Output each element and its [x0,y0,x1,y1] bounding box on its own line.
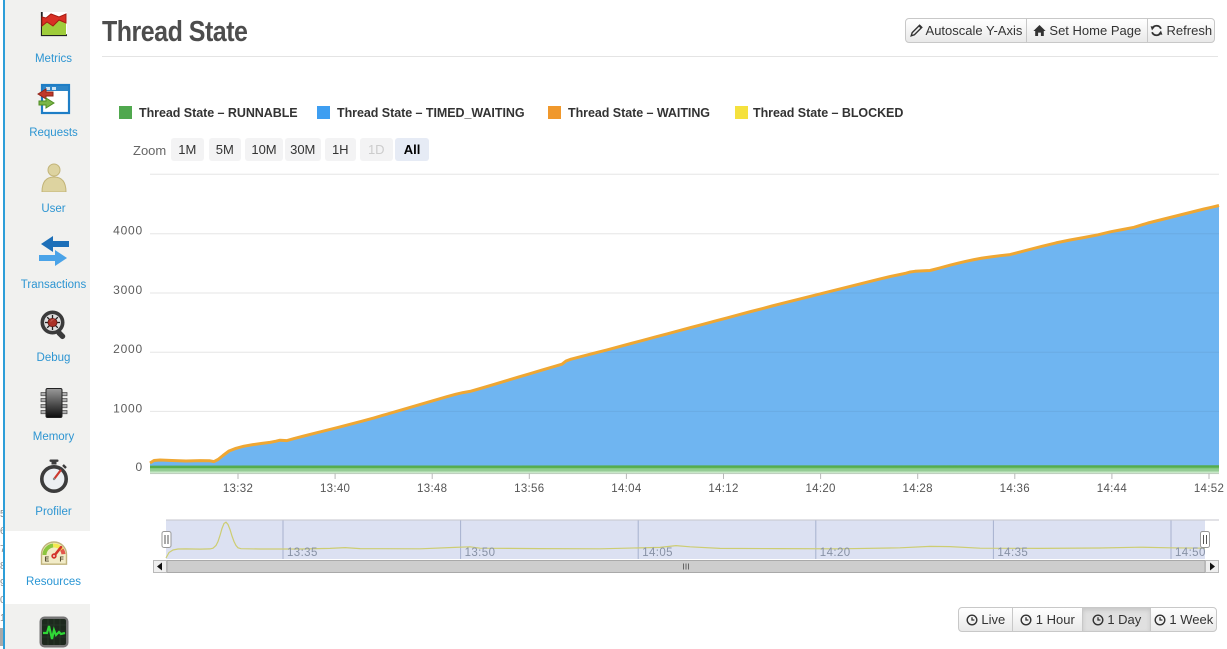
svg-text:14:28: 14:28 [903,483,933,495]
svg-text:13:32: 13:32 [223,483,253,495]
svg-text:13:35: 13:35 [287,547,318,559]
svg-text:0: 0 [136,460,143,474]
svg-text:13:50: 13:50 [465,547,496,559]
svg-text:3000: 3000 [113,283,143,297]
svg-text:14:04: 14:04 [611,483,642,495]
svg-text:2000: 2000 [113,342,143,356]
svg-text:14:44: 14:44 [1097,483,1128,495]
svg-text:14:05: 14:05 [642,547,673,559]
svg-text:1000: 1000 [113,401,143,415]
svg-text:14:12: 14:12 [708,483,738,495]
svg-text:13:56: 13:56 [514,483,544,495]
svg-text:13:40: 13:40 [320,483,350,495]
svg-text:F: F [59,557,64,564]
svg-text:E: E [44,557,49,564]
svg-text:14:20: 14:20 [820,547,851,559]
svg-text:14:35: 14:35 [997,547,1028,559]
svg-text:4000: 4000 [113,224,143,238]
svg-text:14:36: 14:36 [1000,483,1030,495]
svg-text:13:48: 13:48 [417,483,447,495]
svg-text:14:52: 14:52 [1194,483,1224,495]
svg-text:14:50: 14:50 [1175,547,1206,559]
svg-text:14:20: 14:20 [805,483,835,495]
